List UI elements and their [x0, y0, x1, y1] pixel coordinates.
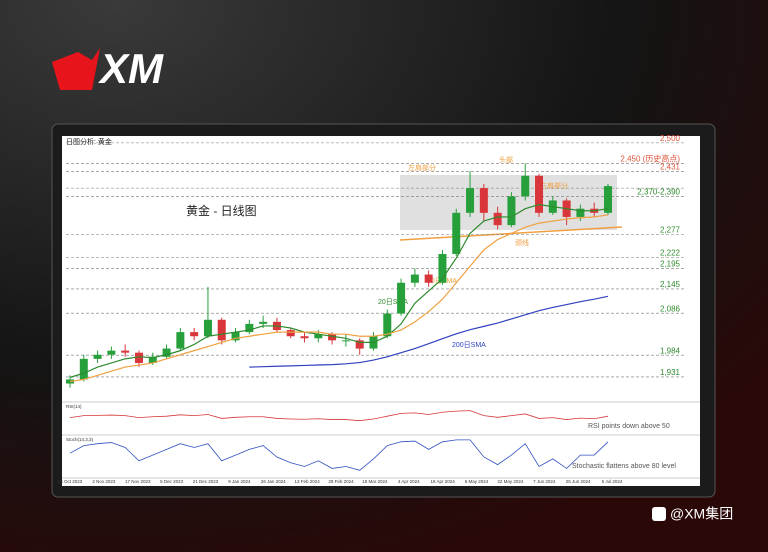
candle-body	[314, 334, 323, 339]
rsi-line	[69, 410, 609, 422]
candle-body	[604, 186, 612, 213]
level-label: 2,277	[660, 226, 681, 235]
candle-body	[286, 330, 295, 337]
annotation: 右肩部分	[540, 181, 568, 190]
x-tick-label: 7 Jun 2024	[533, 479, 556, 484]
candle-body	[300, 336, 309, 339]
candle-body	[190, 332, 199, 337]
panel-note: RSI points down above 50	[588, 423, 670, 430]
x-tick-label: 5 Jul 2024	[602, 479, 623, 484]
candle-body	[79, 358, 88, 380]
candle-body	[134, 352, 143, 363]
level-label: 1,984	[660, 346, 681, 355]
x-tick-label: 13 Feb 2024	[294, 479, 320, 484]
x-tick-label: 26 Jan 2024	[261, 479, 286, 484]
x-tick-label: 16 Oct 2023	[58, 479, 83, 484]
annotation: 颈线	[515, 238, 529, 247]
candle-body	[162, 348, 171, 357]
footer: @XM集团	[670, 506, 733, 522]
candle-body	[438, 253, 447, 283]
candle-body	[507, 196, 516, 226]
level-label: 2,222	[660, 248, 681, 257]
candle-body	[148, 356, 157, 363]
stoch-line	[69, 439, 609, 471]
candle-body	[328, 334, 337, 341]
x-tick-label: 22 May 2024	[497, 479, 524, 484]
header: 日图分析: 黄金	[66, 137, 112, 146]
candle-body	[452, 212, 461, 254]
x-tick-label: 18 Mar 2024	[362, 479, 388, 484]
level-label: 1,931	[660, 368, 681, 377]
candle-body	[66, 379, 74, 384]
x-tick-label: 2 Nov 2023	[92, 479, 116, 484]
candle-body	[217, 319, 226, 341]
series-label: 20日SMA	[378, 298, 408, 306]
x-tick-label: 25 Jun 2024	[566, 479, 591, 484]
level-label: 2,450 (历史高点)	[620, 154, 680, 164]
candle-body	[93, 354, 102, 359]
panel-label: Stoch(14,3,3)	[66, 437, 94, 442]
x-tick-label: 6 May 2024	[465, 479, 489, 484]
candle-body	[397, 282, 406, 314]
candle-body	[424, 274, 433, 283]
candle-body	[203, 319, 212, 337]
annotation: 左肩部分	[408, 163, 436, 172]
candle-body	[355, 340, 364, 349]
candle-body	[259, 321, 268, 324]
logo-mark	[52, 48, 100, 90]
candle-body	[176, 332, 185, 349]
candle-body	[107, 350, 116, 355]
candle-body	[245, 323, 254, 333]
chart-title: 黄金 - 日线图	[186, 203, 257, 218]
x-tick-label: 4 Apr 2024	[398, 479, 420, 484]
sma-line	[249, 295, 609, 368]
level-label: 2,195	[660, 259, 681, 268]
candle-body	[535, 175, 544, 213]
candle-body	[466, 188, 475, 213]
candle-body	[341, 340, 350, 342]
x-tick-label: 5 Dec 2023	[160, 479, 184, 484]
zone-label: 2,370-2,390	[637, 187, 680, 196]
series-label: 200日SMA	[452, 341, 486, 349]
logo: XM	[98, 45, 164, 92]
candle-body	[410, 274, 419, 283]
x-tick-label: 18 Apr 2024	[430, 479, 455, 484]
level-label: 2,086	[660, 304, 681, 313]
x-tick-label: 29 Feb 2024	[328, 479, 354, 484]
candle-body	[383, 313, 392, 337]
panel-label: RSI(14)	[66, 404, 82, 409]
panel-note: Stochastic flattens above 80 level	[572, 463, 676, 470]
sma-line	[69, 203, 609, 378]
x-tick-label: 9 Jan 2024	[228, 479, 251, 484]
candle-body	[521, 175, 530, 197]
candle-body	[121, 350, 130, 353]
level-label: 2,431	[660, 162, 681, 171]
level-label: 2,500	[660, 134, 681, 143]
candle-body	[576, 208, 585, 217]
x-tick-label: 21 Dec 2023	[193, 479, 219, 484]
level-label: 2,145	[660, 280, 681, 289]
candle-body	[479, 188, 488, 213]
annotation: 头部	[499, 155, 513, 164]
candle-body	[231, 332, 240, 341]
facebook-icon	[652, 507, 666, 521]
sma-line	[69, 214, 609, 383]
candle-body	[493, 212, 502, 226]
x-tick-label: 17 Nov 2023	[125, 479, 151, 484]
